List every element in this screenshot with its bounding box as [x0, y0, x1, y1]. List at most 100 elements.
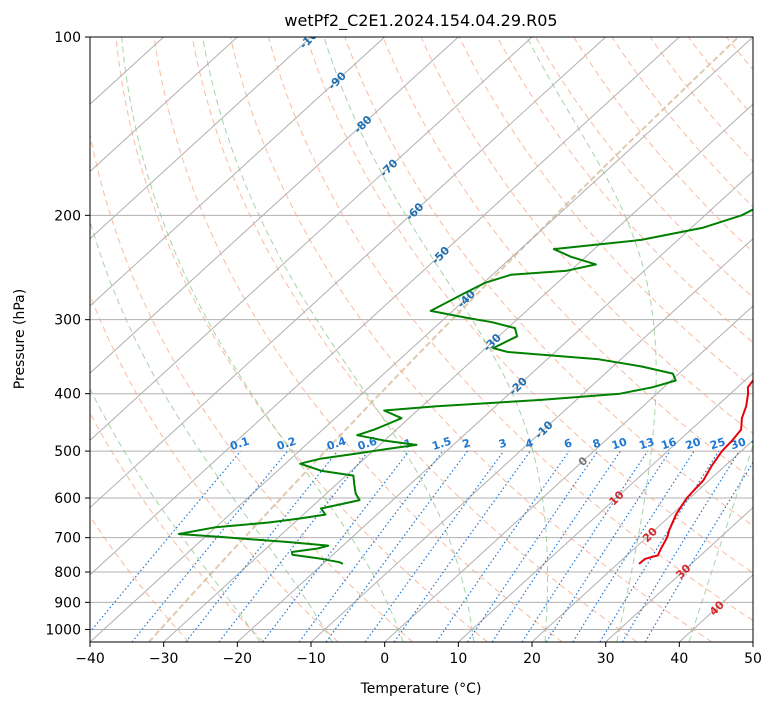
temperature-profile-line — [638, 378, 753, 565]
mixing-ratio-label: 0.1 — [228, 435, 251, 453]
y-axis-ticks: 100 200 300 400 500 600 700 800 900 1000 — [45, 30, 90, 638]
x-tick-label: 0 — [380, 651, 389, 667]
mixing-ratio-line — [491, 450, 621, 642]
mixing-ratio-label: 20 — [684, 435, 703, 452]
moist-adiabat-line — [121, 37, 404, 642]
mixing-ratio-label: 25 — [708, 435, 727, 452]
mixing-ratio-line — [298, 450, 444, 642]
isotherm-line — [90, 37, 607, 509]
mixing-ratio-line — [466, 450, 599, 642]
mixing-ratio-label: 10 — [610, 435, 629, 452]
plot-frame — [89, 36, 754, 643]
mixing-ratio-label: 30 — [729, 435, 748, 452]
dry-adiabat-line — [90, 515, 190, 642]
x-tick-label: 10 — [449, 651, 467, 667]
isotherm-line — [90, 37, 238, 173]
dry-adiabat-line — [382, 37, 753, 481]
mixing-ratio-line — [545, 450, 671, 642]
dry-adiabat-line — [306, 37, 753, 574]
moist-adiabat-line — [202, 37, 475, 642]
dry-adiabat-line — [90, 131, 414, 642]
mixing-ratio-line — [521, 450, 649, 642]
mixing-ratio-label: 3 — [497, 436, 508, 451]
profile-series — [177, 208, 753, 565]
mixing-ratio-label: 13 — [637, 435, 656, 452]
dry-adiabat-line — [90, 412, 264, 642]
dry-adiabat-line — [649, 37, 753, 163]
y-tick-label: 500 — [54, 444, 81, 460]
x-tick-label: −20 — [223, 651, 253, 667]
moist-adiabat-line — [90, 387, 261, 642]
dry-adiabat-line — [115, 37, 488, 642]
reference-curve — [148, 37, 739, 642]
dry-adiabat-line — [268, 37, 753, 622]
y-tick-label: 400 — [54, 387, 81, 403]
x-axis-ticks: −40 −30 −20 −10 0 10 20 30 40 50 — [75, 642, 762, 667]
moist-adiabat-line — [323, 37, 548, 642]
mixing-ratio-line — [435, 450, 570, 642]
mixing-ratio-label: 1.5 — [430, 435, 453, 453]
x-tick-label: 20 — [523, 651, 541, 667]
x-tick-label: −40 — [75, 651, 105, 667]
y-tick-label: 600 — [54, 491, 81, 507]
isotherm-line — [90, 37, 386, 307]
mixing-ratio-line — [90, 450, 242, 633]
isotherm-line — [310, 237, 753, 642]
mixing-ratio-line — [185, 450, 339, 642]
mixing-ratio-label: 6 — [562, 436, 574, 451]
mixing-ratio-line — [218, 450, 369, 642]
dry-adiabat-line — [420, 37, 753, 435]
moist-adiabat-line — [688, 443, 753, 642]
dry-adiabat-line — [573, 37, 753, 253]
isotherm-line — [90, 37, 753, 642]
isotherm-line — [457, 372, 753, 642]
mixing-ratio-line — [621, 450, 740, 642]
dewpoint-profile-line — [177, 208, 753, 565]
moist-adiabat-line — [90, 219, 333, 642]
isotherm-line — [90, 37, 533, 442]
y-tick-label: 200 — [54, 208, 81, 224]
dry-adiabat-line — [726, 37, 753, 71]
mixing-ratio-line — [393, 450, 531, 642]
isotherm-line — [752, 641, 753, 642]
mixing-ratio-label: 8 — [591, 436, 602, 451]
x-tick-label: −10 — [296, 651, 326, 667]
dry-adiabat-line — [496, 37, 753, 344]
isotherm-line — [531, 439, 753, 642]
dry-adiabat-line — [687, 37, 753, 117]
dry-adiabat-line — [344, 37, 753, 527]
y-tick-label: 700 — [54, 531, 81, 547]
y-tick-label: 100 — [54, 30, 81, 46]
isotherm-line — [384, 305, 753, 642]
mixing-ratio-line — [364, 450, 505, 642]
mixing-ratio-line — [599, 450, 720, 642]
chart-title: wetPf2_C2E1.2024.154.04.29.R05 — [284, 11, 557, 31]
isotherm-line — [163, 103, 753, 642]
mixing-ratio-line — [572, 450, 695, 642]
isotherm-line — [90, 37, 680, 576]
isotherm-line — [90, 37, 312, 240]
isotherm-line — [236, 170, 753, 642]
mixing-ratio-label: 4 — [524, 436, 536, 451]
mixing-ratio-label: 2 — [461, 436, 472, 451]
mixing-ratio-line — [262, 450, 410, 642]
x-tick-label: 40 — [670, 651, 688, 667]
dry-adiabat-line — [153, 37, 563, 642]
x-tick-label: −30 — [149, 651, 179, 667]
dry-adiabat-line — [611, 37, 753, 208]
x-tick-label: 30 — [597, 651, 615, 667]
y-tick-label: 800 — [54, 565, 81, 581]
dry-adiabat-line — [765, 37, 775, 642]
mixing-ratio-label: 16 — [660, 435, 679, 452]
y-tick-label: 1000 — [45, 622, 81, 638]
dry-adiabat-line — [191, 37, 638, 642]
y-tick-label: 300 — [54, 313, 81, 329]
isotherm-line — [605, 506, 753, 642]
mixing-ratio-line — [325, 450, 468, 642]
x-axis-label: Temperature (°C) — [360, 681, 482, 697]
mixing-ratio-label: 0.4 — [325, 434, 348, 452]
y-tick-label: 900 — [54, 595, 81, 611]
isotherm-line — [90, 37, 459, 374]
mixing-ratio-label: 36 — [750, 435, 769, 452]
